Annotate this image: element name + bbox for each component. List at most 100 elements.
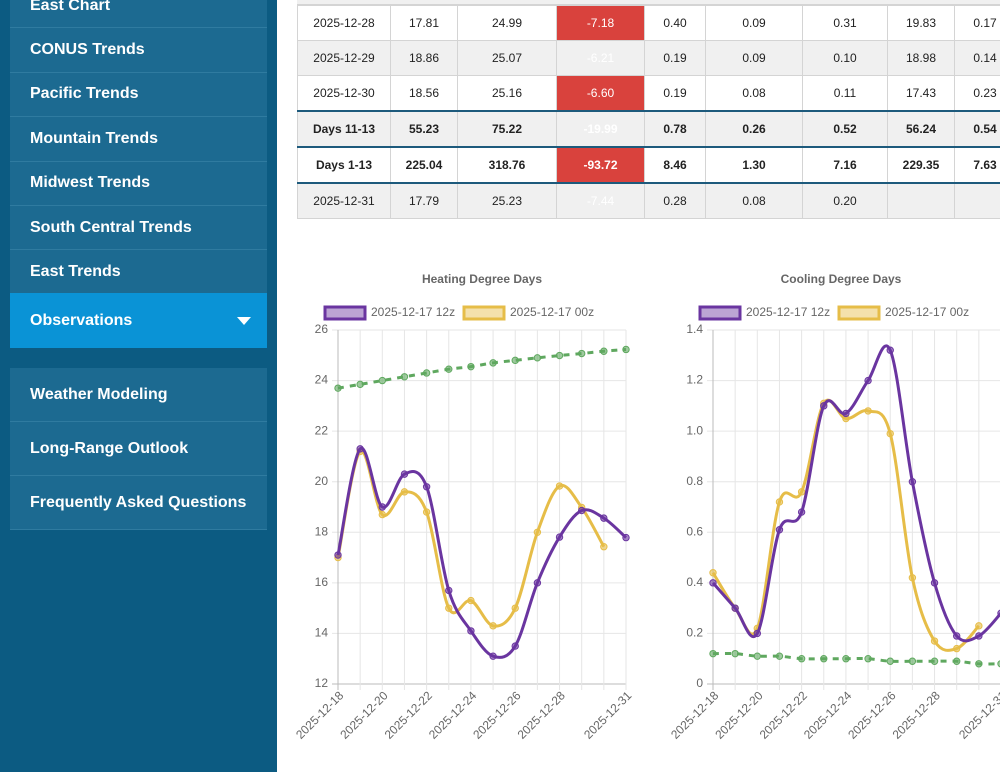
data-point (753, 629, 762, 638)
data-point (886, 346, 894, 354)
table-cell: 0.54 (954, 110, 1000, 148)
data-point (422, 369, 431, 377)
data-point (886, 429, 894, 438)
chart: Heating Degree Days 2025-12-17 12z 2025-12… (293, 272, 635, 742)
data-point (975, 622, 983, 630)
data-point (864, 376, 872, 385)
data-point (997, 660, 1000, 668)
data-point (467, 596, 475, 605)
y-tick-label: 0.2 (686, 626, 703, 640)
data-point (577, 506, 586, 515)
data-point (334, 384, 342, 392)
table-cell: 0.28 (644, 182, 706, 219)
nav-item[interactable]: Midwest Trends (10, 161, 267, 206)
table-cell: 229.35 (887, 146, 955, 184)
data-point (356, 380, 364, 389)
table-cell: 24.99 (457, 5, 557, 41)
data-point (775, 526, 784, 534)
nav-item[interactable]: Frequently Asked Questions (10, 476, 267, 530)
nav-item[interactable]: Long-Range Outlook (10, 422, 267, 476)
data-point (975, 632, 983, 640)
table-cell (954, 182, 1000, 219)
table-row: 2025-12-29 18.86 25.07 -6.21 0.19 0.09 0.10 18.… (297, 40, 1000, 76)
y-tick-label: 0 (696, 676, 703, 690)
data-point (997, 609, 1000, 617)
table-cell: 0.14 (954, 40, 1000, 76)
table-cell: 0.19 (644, 75, 706, 112)
table-cell: 2025-12-29 (297, 40, 391, 76)
table-cell: 0.09 (705, 40, 803, 76)
table-cell: 25.23 (457, 182, 557, 219)
y-tick-label: 24 (315, 373, 329, 387)
nav-item[interactable]: East Chart (10, 0, 267, 29)
table-cell: 0.20 (802, 182, 888, 219)
x-tick-label: 2025-12-28 (515, 688, 569, 742)
data-point (489, 359, 497, 367)
table-cell: 0.11 (802, 75, 888, 112)
table-cell: 0.31 (802, 5, 888, 41)
data-point (422, 508, 431, 516)
table-cell: 0.10 (802, 40, 888, 76)
y-tick-label: 1.4 (686, 322, 703, 336)
y-tick-label: 12 (315, 676, 329, 690)
data-point (555, 533, 564, 541)
nav-item[interactable]: Observations (10, 293, 267, 348)
data-point (511, 356, 519, 365)
legend-label: 2025-12-17 12z (371, 305, 455, 319)
y-tick-label: 0.4 (686, 575, 703, 589)
nav-item[interactable]: Weather Modeling (10, 368, 267, 422)
nav-item[interactable]: Mountain Trends (10, 117, 267, 162)
data-point (533, 528, 542, 536)
nav-item[interactable]: Pacific Trends (10, 72, 267, 118)
y-tick-label: 1.2 (686, 373, 703, 387)
data-point (378, 503, 387, 511)
y-tick-label: 0.8 (686, 474, 703, 488)
table-cell: 1.30 (705, 146, 803, 184)
legend-swatch (837, 305, 881, 321)
table-cell: 18.98 (887, 40, 955, 76)
x-tick-label: 2025-12-28 (890, 688, 944, 742)
data-point (709, 649, 717, 658)
y-tick-label: 26 (315, 322, 329, 336)
data-point (378, 510, 387, 519)
table-cell: 2025-12-30 (297, 75, 391, 112)
data-point (622, 345, 630, 354)
data-point (709, 579, 717, 587)
data-point (864, 655, 872, 663)
table-row: 2025-12-28 17.81 24.99 -7.18 0.40 0.09 0.31 19.… (297, 5, 1000, 41)
data-point (797, 655, 806, 663)
data-point (952, 657, 961, 665)
table-cell: 0.78 (644, 110, 706, 148)
table-cell: 0.26 (705, 110, 803, 148)
table-cell: 25.16 (457, 75, 557, 112)
table-cell: 75.22 (457, 110, 557, 148)
data-point (820, 402, 828, 410)
data-point (577, 349, 586, 358)
data-point (842, 409, 850, 418)
data-point (600, 347, 608, 355)
table-cell: Days 1-13 (297, 146, 391, 184)
table-cell: -7.44 (556, 182, 645, 219)
data-point (600, 514, 608, 522)
nav-item[interactable]: East Trends (10, 250, 267, 295)
nav-item[interactable]: CONUS Trends (10, 28, 267, 73)
data-point (930, 579, 939, 587)
data-point (930, 657, 939, 665)
data-point (356, 445, 364, 453)
data-point (555, 482, 564, 490)
data-point (709, 569, 717, 577)
table-row: 2025-12-30 18.56 25.16 -6.60 0.19 0.08 0.11 17.… (297, 75, 1000, 112)
data-point (422, 483, 431, 491)
data-point (731, 649, 739, 658)
data-point (467, 627, 475, 635)
data-point (445, 604, 453, 612)
table-cell: 0.19 (644, 40, 706, 76)
data-point (952, 632, 961, 640)
data-point (775, 652, 784, 660)
table-cell: 2025-12-31 (297, 182, 391, 219)
table-row: 2025-12-31 17.79 25.23 -7.44 0.28 0.08 0.20 (297, 182, 1000, 219)
chart: Cooling Degree Days 2025-12-17 12z 2025-12… (668, 272, 1000, 742)
nav-item[interactable]: South Central Trends (10, 206, 267, 251)
data-point (445, 365, 453, 373)
table-cell: -93.72 (556, 146, 645, 184)
